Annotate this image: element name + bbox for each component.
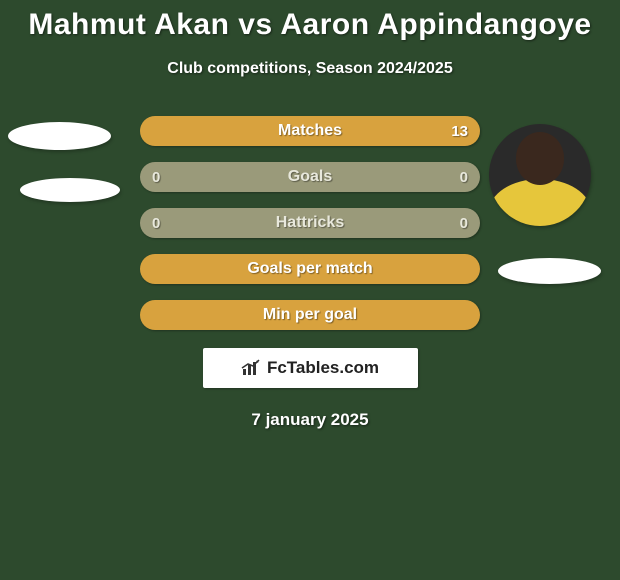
date-text: 7 january 2025 [0,410,620,430]
brand-text: FcTables.com [267,358,379,378]
right-player-placeholder [498,258,601,284]
right-player-avatar [489,124,591,226]
stat-right-value: 13 [451,123,468,140]
stat-right-value: 0 [460,215,468,232]
brand-box: FcTables.com [203,348,418,388]
stat-label: Min per goal [263,306,357,324]
stat-label: Matches [278,122,342,140]
stat-left-value: 0 [152,169,160,186]
stat-row-goals-per-match: Goals per match [140,254,480,284]
brand-chart-icon [241,359,263,377]
avatar-head [516,132,565,185]
stat-row-goals: 0 Goals 0 [140,162,480,192]
stat-label: Hattricks [276,214,344,232]
page-title: Mahmut Akan vs Aaron Appindangoye [0,0,620,42]
subtitle: Club competitions, Season 2024/2025 [0,60,620,78]
stat-left-value: 0 [152,215,160,232]
stat-right-value: 0 [460,169,468,186]
avatar-shirt [489,179,591,226]
stat-row-matches: Matches 13 [140,116,480,146]
stat-label: Goals [288,168,332,186]
stat-row-hattricks: 0 Hattricks 0 [140,208,480,238]
stat-row-min-per-goal: Min per goal [140,300,480,330]
left-player-placeholder-2 [20,178,120,202]
left-player-placeholder-1 [8,122,111,150]
stat-label: Goals per match [247,260,372,278]
